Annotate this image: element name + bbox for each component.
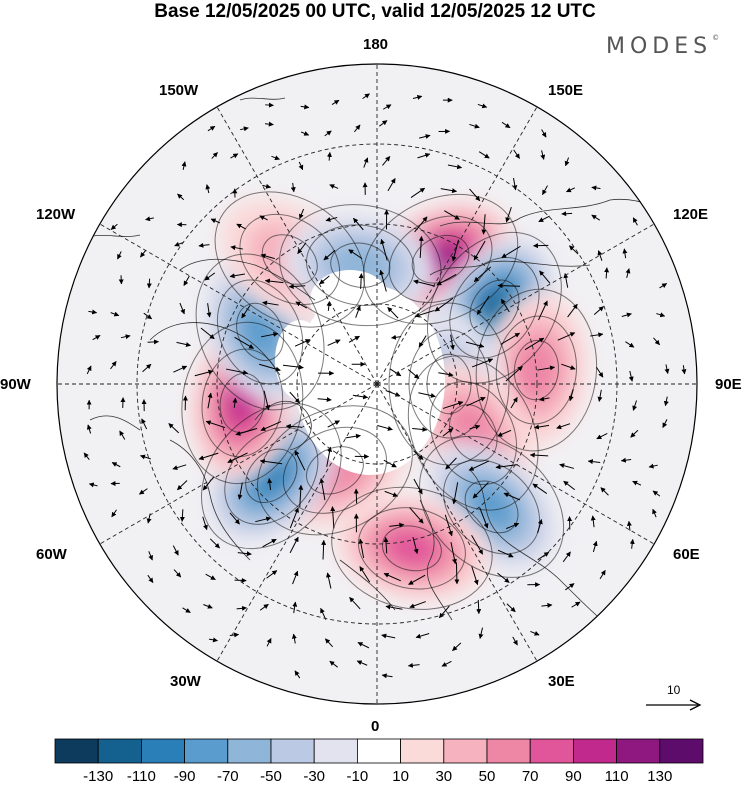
colorbar-swatch	[487, 739, 530, 763]
colorbar-swatch	[660, 739, 703, 763]
colorbar-swatch	[271, 739, 314, 763]
colorbar-swatch	[530, 739, 573, 763]
colorbar-tick-label: 10	[392, 768, 409, 785]
colorbar-swatch	[185, 739, 228, 763]
colorbar-swatch	[617, 739, 660, 763]
colorbar-swatch	[573, 739, 616, 763]
wind-arrow	[356, 489, 357, 503]
colorbar-swatch	[401, 739, 444, 763]
lon-label-120w: 120W	[36, 206, 75, 223]
colorbar-swatch	[228, 739, 271, 763]
wind-arrow	[456, 562, 457, 584]
lon-label-0: 0	[371, 718, 379, 735]
colorbar-tick-label: -110	[127, 768, 156, 785]
colorbar-tick-label: -10	[347, 768, 369, 785]
colorbar-tick-label: 50	[479, 768, 496, 785]
colorbar-swatch	[444, 739, 487, 763]
colorbar-tick-label: -130	[83, 768, 113, 785]
lon-label-180: 180	[363, 36, 388, 53]
colorbar-swatch	[314, 739, 357, 763]
lon-label-150e: 150E	[548, 82, 583, 99]
colorbar-swatch	[357, 739, 400, 763]
colorbar-tick-label: 90	[565, 768, 582, 785]
lon-label-30e: 30E	[548, 673, 575, 690]
colorbar-tick-label: -70	[217, 768, 239, 785]
lon-label-60e: 60E	[673, 546, 700, 563]
lon-label-150w: 150W	[159, 82, 198, 99]
colorbar-tick-label: 110	[605, 768, 629, 785]
wind-arrow	[562, 213, 572, 214]
colorbar-tick-label: 30	[435, 768, 452, 785]
reference-vector-arrow	[644, 698, 704, 712]
wind-arrow	[148, 342, 159, 343]
lon-label-90e: 90E	[715, 376, 742, 393]
wind-arrow	[149, 279, 150, 288]
colorbar-swatch	[141, 739, 184, 763]
colorbar-tick-label: 130	[647, 768, 672, 785]
colorbar-tick-label: -50	[260, 768, 282, 785]
colorbar-tick-label: -30	[303, 768, 325, 785]
lon-label-60w: 60W	[36, 546, 67, 563]
wind-arrow	[265, 105, 273, 106]
colorbar-swatch	[55, 739, 98, 763]
wind-arrow	[478, 600, 479, 614]
lon-label-90w: 90W	[0, 376, 31, 393]
colorbar-tick-label: -90	[174, 768, 196, 785]
colorbar-swatch	[98, 739, 141, 763]
colorbar	[54, 738, 704, 766]
lon-label-30w: 30W	[170, 673, 201, 690]
reference-vector-label: 10	[667, 683, 680, 697]
polar-map	[0, 0, 750, 735]
lon-label-120e: 120E	[673, 206, 708, 223]
colorbar-tick-label: 70	[522, 768, 539, 785]
